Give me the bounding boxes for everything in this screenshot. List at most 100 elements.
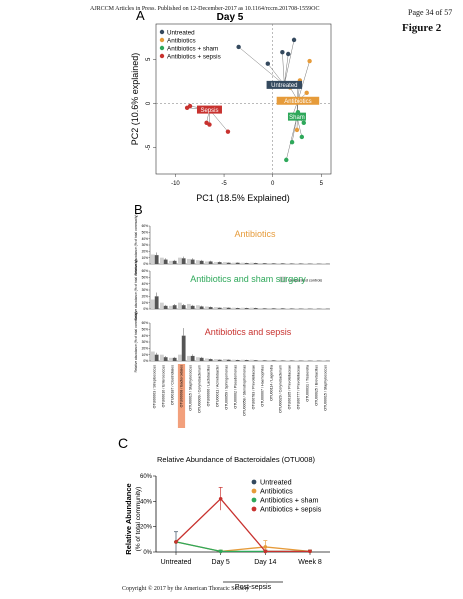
panel-c-ylabel: Relative Abundance (124, 483, 133, 554)
line-point (308, 549, 312, 554)
page-number: Page 34 of 57 (408, 8, 453, 17)
bar-group (181, 305, 186, 309)
taxa-label: OTU00015 / Staphylococcus (189, 365, 193, 411)
bar-y-tick-label: 0% (143, 359, 148, 363)
legend-marker (159, 45, 165, 51)
pca-point (299, 134, 305, 140)
bar-control (286, 308, 290, 309)
bar-control (304, 360, 308, 361)
line-legend-label: Antibiotics (260, 487, 293, 496)
taxa-label: OTU00777 / Prevotellaceae (297, 365, 301, 409)
line-point (218, 549, 223, 554)
bar-control (151, 299, 155, 309)
bar-group (154, 354, 159, 361)
panel-b-title-sham: Antibiotics and sham surgery (190, 274, 306, 284)
pca-point (294, 127, 300, 133)
bar-group (244, 263, 249, 264)
bar-group (208, 307, 213, 309)
legend-marker (159, 37, 165, 43)
bar-control (151, 351, 155, 361)
pca-spoke (286, 116, 298, 160)
bar-control (250, 359, 254, 361)
x-tick-label: 0 (271, 181, 275, 187)
line-x-tick-label: Day 14 (254, 559, 276, 566)
line-y-tick-label: 0% (143, 550, 152, 556)
bar-control (268, 360, 272, 361)
panel-c-plot: 0% 20% 40% 60% Untreated Day 5 Day 14 Week 8 (140, 474, 330, 566)
bar-group (163, 305, 168, 309)
line-legend-label: Antibiotics + sepsis (260, 505, 322, 514)
bar-group (253, 308, 258, 309)
taxa-highlight (177, 364, 186, 428)
panel-c-letter: C (118, 435, 128, 451)
bar-control (232, 307, 236, 309)
bar-control (277, 360, 281, 361)
taxa-label: OTU00002 / Pseudomonas (234, 365, 238, 409)
line-point (174, 540, 178, 544)
bar-group (253, 360, 258, 361)
bar-group (154, 296, 159, 309)
taxa-label: OTU00010 / Enterococcus (162, 365, 166, 408)
bar-group (217, 359, 222, 361)
bar-group (226, 359, 231, 361)
line-legend-label: Antibiotics + sham (260, 496, 319, 505)
panel-b-letter: B (134, 204, 143, 217)
panel-c-ylabel-sub: (% of total community) (135, 487, 142, 552)
bar-group (172, 357, 177, 361)
panel-b-bar-charts: B 60% 50% 40% 30% 20% 10% 0% Relative abundance… (134, 204, 330, 428)
bar-y-tick-label: 30% (142, 340, 149, 344)
panel-a-ticks: -10 -5 0 5 5 0 -5 (146, 57, 324, 187)
panel-a-letter: A (136, 8, 145, 23)
taxa-label: OTU00114 / Lagenidia (270, 365, 274, 401)
line-series (175, 497, 310, 553)
bar-group (199, 357, 204, 361)
bar-control (286, 263, 290, 264)
bar-y-tick-label: 60% (142, 269, 149, 273)
bar-control (313, 263, 317, 264)
pca-point (280, 50, 285, 55)
bar-control (169, 260, 173, 264)
bar-group (244, 308, 249, 309)
taxa-label: OTU00058 / Stenotrophomonas (243, 365, 247, 416)
line-legend-marker (251, 488, 257, 494)
bar-group (217, 307, 222, 309)
pca-point (307, 58, 312, 64)
pca-centroid-label: Untreated (271, 83, 297, 89)
bar-group (235, 360, 240, 361)
bar-control (295, 263, 299, 264)
bar-group (289, 360, 294, 361)
pca-centroid-label: Sepsis (200, 108, 218, 114)
bar-group (226, 262, 231, 264)
panel-b-legend-swatch (279, 276, 287, 283)
bar-group (280, 308, 285, 309)
pca-centroid-box (287, 112, 306, 121)
bar-control (259, 263, 263, 264)
bar-y-tick-label: 40% (142, 282, 149, 286)
pca-point (265, 61, 271, 66)
bar-group (154, 255, 159, 264)
bar-control (223, 359, 227, 361)
bar-group (190, 305, 195, 309)
bar-control (214, 262, 218, 264)
pca-point (286, 51, 291, 57)
bar-y-tick-label: 20% (142, 250, 149, 254)
bar-control (241, 307, 245, 309)
bar-control (268, 263, 272, 264)
taxa-label: OTU00059 / Sphingomonas (225, 365, 229, 410)
bar-control (295, 360, 299, 361)
bar-control (268, 308, 272, 309)
bar-control (286, 360, 290, 361)
bar-control (223, 307, 227, 309)
bar-panel-sepsis: 60% 50% 40% 30% 20% 10% 0% Relative abundance (… (134, 312, 330, 372)
pca-point (304, 90, 309, 96)
bar-control (187, 303, 191, 309)
bar-control (196, 357, 200, 361)
pca-spoke (282, 52, 285, 85)
bar-group (262, 263, 267, 264)
bar-y-tick-label: 50% (142, 231, 149, 235)
bar-group (271, 360, 276, 361)
taxa-label: OTU00029 / Corynebacterium (279, 365, 283, 413)
line-y-tick-label: 60% (140, 474, 153, 480)
pca-point (301, 120, 306, 126)
bar-control (295, 308, 299, 309)
